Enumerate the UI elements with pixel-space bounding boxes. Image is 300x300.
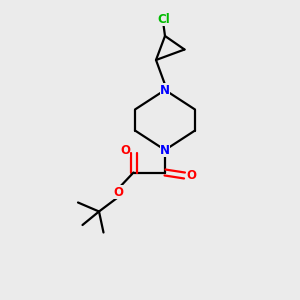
Text: O: O bbox=[120, 143, 130, 157]
Text: Cl: Cl bbox=[157, 13, 170, 26]
Text: N: N bbox=[160, 143, 170, 157]
Text: O: O bbox=[113, 185, 124, 199]
Text: N: N bbox=[160, 83, 170, 97]
Text: O: O bbox=[186, 169, 196, 182]
